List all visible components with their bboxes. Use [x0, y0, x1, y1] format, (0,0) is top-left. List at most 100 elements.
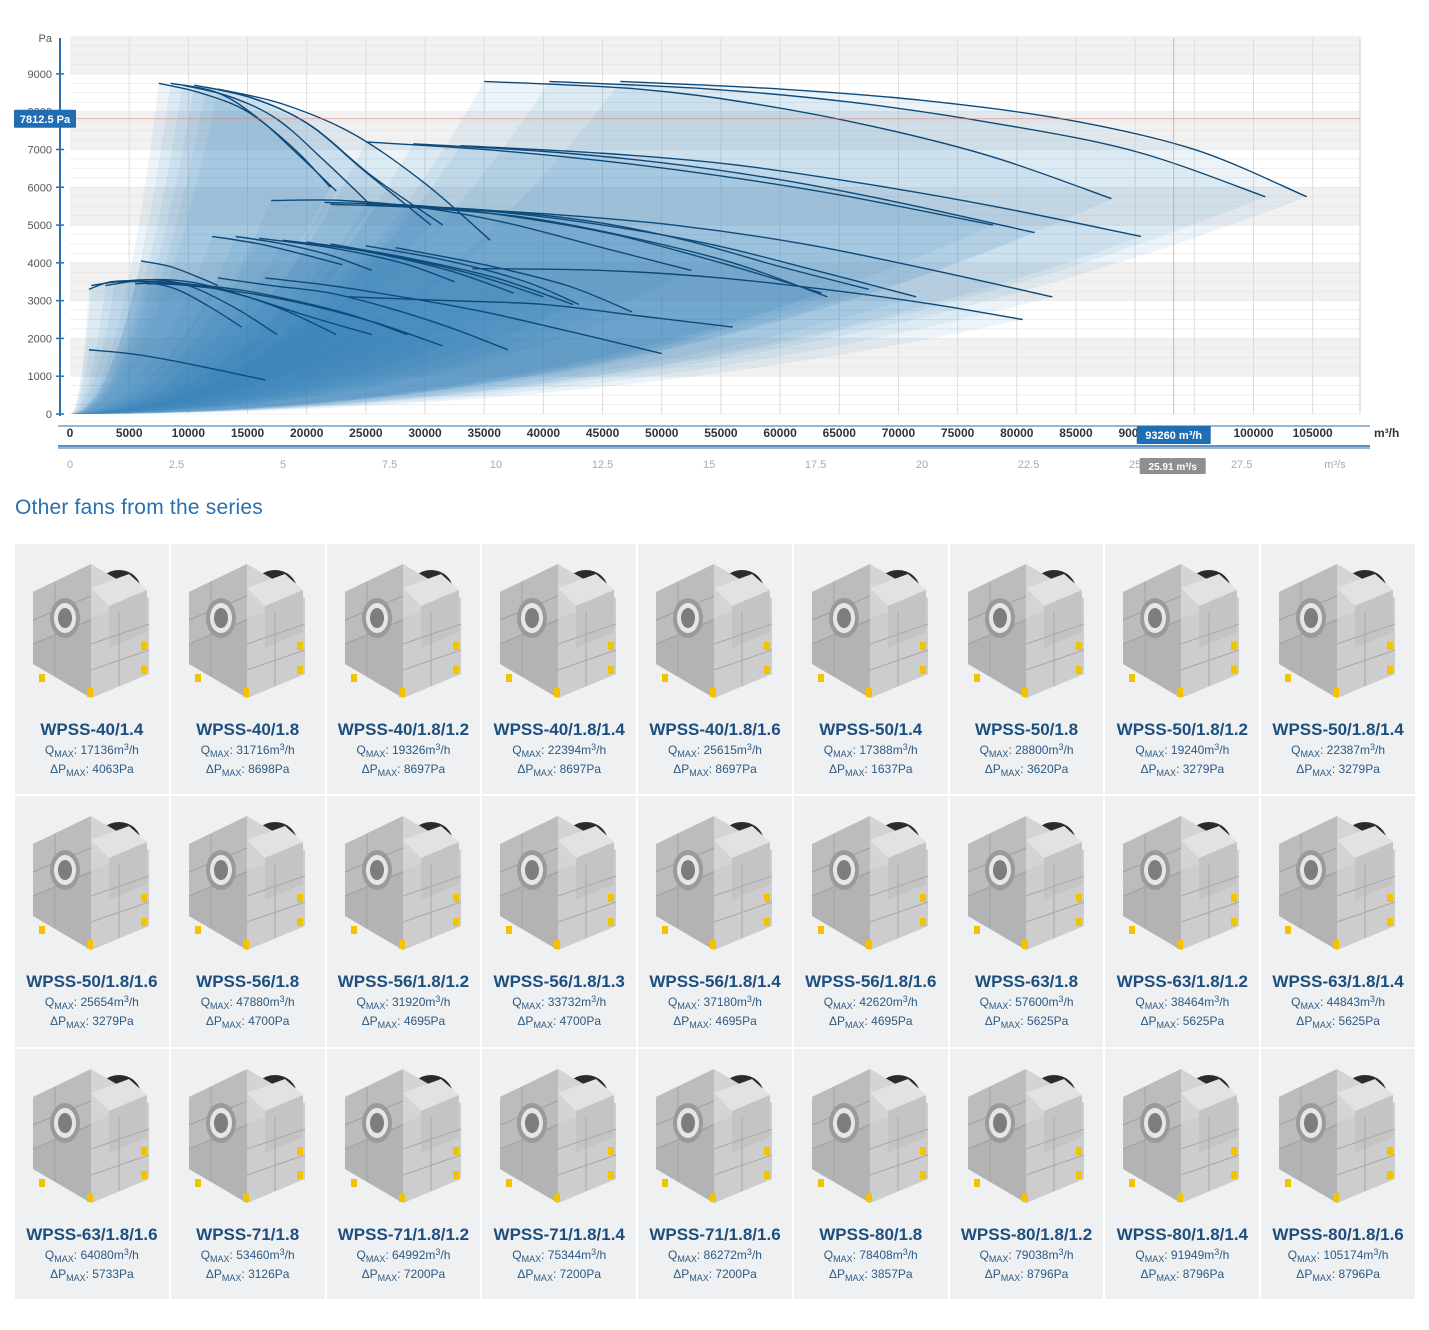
x2-unit-label: m³/s [1324, 459, 1346, 471]
fan-card[interactable]: WPSS-63/1.8/1.2 QMAX: 38464m3/h ΔPMAX: 562… [1105, 796, 1260, 1047]
fan-card[interactable]: WPSS-56/1.8/1.3 QMAX: 33732m3/h ΔPMAX: 470… [482, 796, 637, 1047]
fan-model-name[interactable]: WPSS-50/1.8 [975, 720, 1079, 739]
fan-model-name[interactable]: WPSS-56/1.8/1.2 [337, 972, 470, 992]
fan-card[interactable]: WPSS-63/1.8 QMAX: 57600m3/h ΔPMAX: 5625Pa [949, 796, 1104, 1047]
q-unit-tail: /h [128, 743, 139, 757]
fan-model-name[interactable]: WPSS-63/1.8/1.4 [1272, 972, 1404, 992]
fan-max-pressure: ΔPMAX: 5733Pa [50, 1266, 134, 1283]
fan-max-pressure: ΔPMAX: 3279Pa [1296, 762, 1380, 778]
p-unit: Pa [586, 1266, 602, 1281]
q-unit-tail: /h [1375, 995, 1386, 1010]
fan-model-name[interactable]: WPSS-80/1.8/1.4 [1116, 1224, 1248, 1244]
p-unit: Pa [274, 762, 290, 776]
q-value: 25654 [80, 995, 114, 1010]
fan-card[interactable]: WPSS-56/1.8/1.6 QMAX: 42620m3/h ΔPMAX: 469… [793, 796, 948, 1047]
fan-model-name[interactable]: WPSS-40/1.8/1.2 [337, 720, 470, 739]
p-value: 7200 [715, 1266, 743, 1281]
q-unit: m [1204, 743, 1215, 757]
fan-model-name[interactable]: WPSS-63/1.8/1.2 [1116, 972, 1248, 992]
fan-max-flow: QMAX: 64992m3/h [356, 1246, 451, 1264]
fan-model-name[interactable]: WPSS-71/1.8/1.4 [493, 1224, 625, 1244]
max-subscript: MAX [66, 768, 86, 778]
fan-model-name[interactable]: WPSS-63/1.8/1.6 [26, 1224, 158, 1244]
x2-tick-label: 25 [1129, 459, 1141, 471]
fan-card[interactable]: WPSS-80/1.8 QMAX: 78408m3/h ΔPMAX: 3857Pa [793, 1048, 948, 1299]
fan-card[interactable]: WPSS-40/1.8/1.2 QMAX: 19326m3/h ΔPMAX: 869… [326, 544, 481, 795]
fan-card[interactable]: WPSS-50/1.8/1.4 QMAX: 22387m3/h ΔPMAX: 327… [1261, 544, 1415, 795]
x-tick-label: 15000 [231, 426, 265, 440]
fan-max-pressure: ΔPMAX: 7200Pa [361, 1266, 446, 1283]
fan-model-name[interactable]: WPSS-40/1.8/1.6 [649, 720, 781, 739]
fan-model-name[interactable]: WPSS-50/1.8/1.4 [1272, 720, 1404, 739]
max-subscript: MAX [365, 749, 386, 759]
q-unit: m [1360, 743, 1371, 757]
fan-model-name[interactable]: WPSS-80/1.8/1.6 [1272, 1224, 1404, 1244]
fan-card[interactable]: WPSS-40/1.4 QMAX: 17136m3/h ΔPMAX: 4063Pa [15, 544, 169, 795]
fan-model-name[interactable]: WPSS-63/1.8 [975, 972, 1079, 992]
fan-card[interactable]: WPSS-56/1.8 QMAX: 47880m3/h ΔPMAX: 4700Pa [170, 796, 325, 1047]
fan-max-flow: QMAX: 33732m3/h [512, 994, 607, 1012]
p-symbol: ΔP [361, 1014, 378, 1029]
curve-area [70, 240, 514, 414]
fan-card[interactable]: WPSS-56/1.8/1.2 QMAX: 31920m3/h ΔPMAX: 469… [326, 796, 481, 1047]
fan-card[interactable]: WPSS-80/1.8/1.2 QMAX: 79038m3/h ΔPMAX: 879… [949, 1048, 1104, 1299]
fan-performance-chart[interactable]: 0100020003000400050006000700080009000Pa0… [0, 0, 1429, 486]
fan-max-pressure: ΔPMAX: 8697Pa [673, 762, 757, 778]
p-symbol: ΔP [205, 1014, 222, 1029]
fan-card[interactable]: WPSS-71/1.8 QMAX: 53460m3/h ΔPMAX: 3126Pa [170, 1048, 325, 1299]
fan-card[interactable]: WPSS-71/1.8/1.2 QMAX: 64992m3/h ΔPMAX: 720… [326, 1048, 481, 1299]
q-unit-tail: /h [1375, 743, 1386, 757]
fan-card[interactable]: WPSS-50/1.8/1.2 QMAX: 19240m3/h ΔPMAX: 327… [1105, 544, 1260, 795]
fan-card[interactable]: WPSS-40/1.8/1.6 QMAX: 25615m3/h ΔPMAX: 869… [638, 544, 792, 795]
fan-max-pressure: ΔPMAX: 8796Pa [984, 1266, 1069, 1283]
fan-card[interactable]: WPSS-80/1.8/1.4 QMAX: 91949m3/h ΔPMAX: 879… [1105, 1048, 1260, 1299]
q-unit: m [1048, 1247, 1059, 1262]
fan-card[interactable]: WPSS-50/1.4 QMAX: 17388m3/h ΔPMAX: 1637Pa [793, 544, 948, 795]
q-unit: m [581, 743, 592, 757]
fan-model-name[interactable]: WPSS-56/1.8/1.3 [493, 972, 625, 992]
fan-model-name[interactable]: WPSS-80/1.8/1.2 [960, 1224, 1093, 1244]
fan-model-name[interactable]: WPSS-50/1.8/1.2 [1116, 720, 1248, 739]
p-symbol: ΔP [673, 1266, 690, 1281]
fan-model-name[interactable]: WPSS-50/1.8/1.6 [26, 972, 158, 992]
fan-model-name[interactable]: WPSS-71/1.8/1.2 [337, 1224, 470, 1244]
fan-card[interactable]: WPSS-63/1.8/1.4 QMAX: 44843m3/h ΔPMAX: 562… [1261, 796, 1415, 1047]
fan-max-flow: QMAX: 37180m3/h [668, 994, 762, 1012]
fan-card[interactable]: WPSS-40/1.8 QMAX: 31716m3/h ΔPMAX: 8698Pa [170, 544, 325, 795]
fan-model-name[interactable]: WPSS-80/1.8 [819, 1224, 923, 1244]
x-tick-label: 5000 [116, 426, 143, 440]
fan-model-name[interactable]: WPSS-40/1.8 [196, 720, 300, 739]
fan-image [1279, 816, 1396, 951]
fan-max-flow: QMAX: 17388m3/h [823, 742, 918, 759]
fan-card[interactable]: WPSS-63/1.8/1.6 QMAX: 64080m3/h ΔPMAX: 573… [15, 1048, 169, 1299]
fan-card[interactable]: WPSS-71/1.8/1.4 QMAX: 75344m3/h ΔPMAX: 720… [482, 1048, 637, 1299]
fan-model-name[interactable]: WPSS-50/1.4 [819, 720, 923, 739]
x-tick-label: 40000 [527, 426, 561, 440]
q-value: 47880 [236, 995, 270, 1010]
fan-model-name[interactable]: WPSS-56/1.8/1.6 [805, 972, 937, 992]
fan-card[interactable]: WPSS-56/1.8/1.4 QMAX: 37180m3/h ΔPMAX: 469… [638, 796, 792, 1047]
fan-card[interactable]: WPSS-71/1.8/1.6 QMAX: 86272m3/h ΔPMAX: 720… [638, 1048, 792, 1299]
fan-curve [170, 82, 337, 192]
fan-card[interactable]: WPSS-80/1.8/1.6 QMAX: 105174m3/h ΔPMAX: 87… [1261, 1048, 1415, 1299]
fan-card[interactable]: WPSS-40/1.8/1.4 QMAX: 22394m3/h ΔPMAX: 869… [482, 544, 637, 795]
fan-curve [549, 80, 1266, 198]
fan-model-name[interactable]: WPSS-56/1.8/1.4 [649, 972, 781, 992]
fan-card[interactable]: WPSS-50/1.8/1.6 QMAX: 25654m3/h ΔPMAX: 327… [15, 796, 169, 1047]
fan-model-name[interactable]: WPSS-71/1.8 [196, 1224, 300, 1244]
fan-model-name[interactable]: WPSS-71/1.8/1.6 [649, 1224, 781, 1244]
fan-model-name[interactable]: WPSS-40/1.8/1.4 [493, 720, 625, 739]
fan-model-name[interactable]: WPSS-56/1.8 [196, 972, 300, 992]
max-subscript: MAX [365, 1253, 386, 1264]
max-subscript: MAX [533, 1020, 553, 1031]
fan-card[interactable]: WPSS-50/1.8 QMAX: 28800m3/h ΔPMAX: 3620Pa [949, 544, 1104, 795]
max-subscript: MAX [1144, 1001, 1165, 1012]
fan-max-flow: QMAX: 79038m3/h [979, 1246, 1074, 1264]
q-symbol: Q [823, 743, 834, 757]
fan-image [811, 1068, 929, 1203]
q-unit: m [425, 995, 436, 1010]
fan-max-pressure: ΔPMAX: 5625Pa [984, 1014, 1069, 1031]
y-tick-label: 7000 [28, 144, 52, 156]
fan-model-name[interactable]: WPSS-40/1.4 [40, 720, 144, 739]
p-value: 4063 [92, 762, 119, 776]
